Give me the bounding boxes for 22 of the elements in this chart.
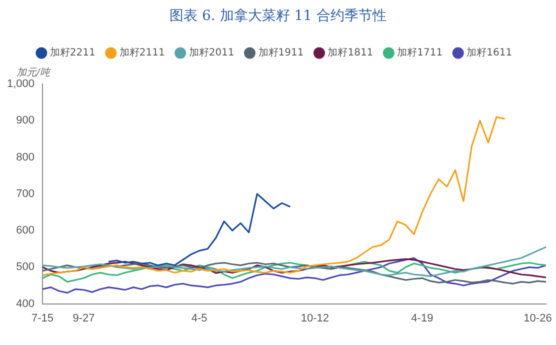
x-tick-label: 9-27 — [72, 312, 95, 324]
y-tick-label: 800 — [16, 151, 35, 164]
legend-label: 加籽2211 — [50, 46, 96, 59]
x-tick-label: 7-15 — [32, 312, 54, 324]
chart-title: 图表 6. 加拿大菜籽 11 合约季节性 — [168, 7, 388, 26]
y-axis-title: 加元/吨 — [16, 66, 52, 79]
x-tick-label: 4-19 — [411, 312, 434, 324]
y-tick-label: 900 — [16, 114, 35, 127]
y-tick-label: 1,000 — [6, 78, 35, 90]
legend-label: 加籽1611 — [466, 46, 512, 59]
y-tick-label: 500 — [16, 261, 35, 274]
y-tick-label: 400 — [16, 298, 35, 310]
legend-label: 加籽2111 — [119, 46, 165, 59]
legend-label: 加籽2011 — [188, 46, 234, 59]
x-tick-label: 10-26 — [524, 312, 552, 324]
legend-label: 加籽1911 — [258, 46, 304, 59]
x-tick-label: 4-5 — [191, 312, 208, 324]
x-tick-label: 10-12 — [300, 312, 329, 324]
legend-label: 加籽1811 — [328, 46, 374, 59]
legend-label: 加籽1711 — [397, 46, 443, 59]
y-tick-label: 600 — [16, 224, 35, 237]
y-tick-label: 700 — [16, 188, 35, 200]
